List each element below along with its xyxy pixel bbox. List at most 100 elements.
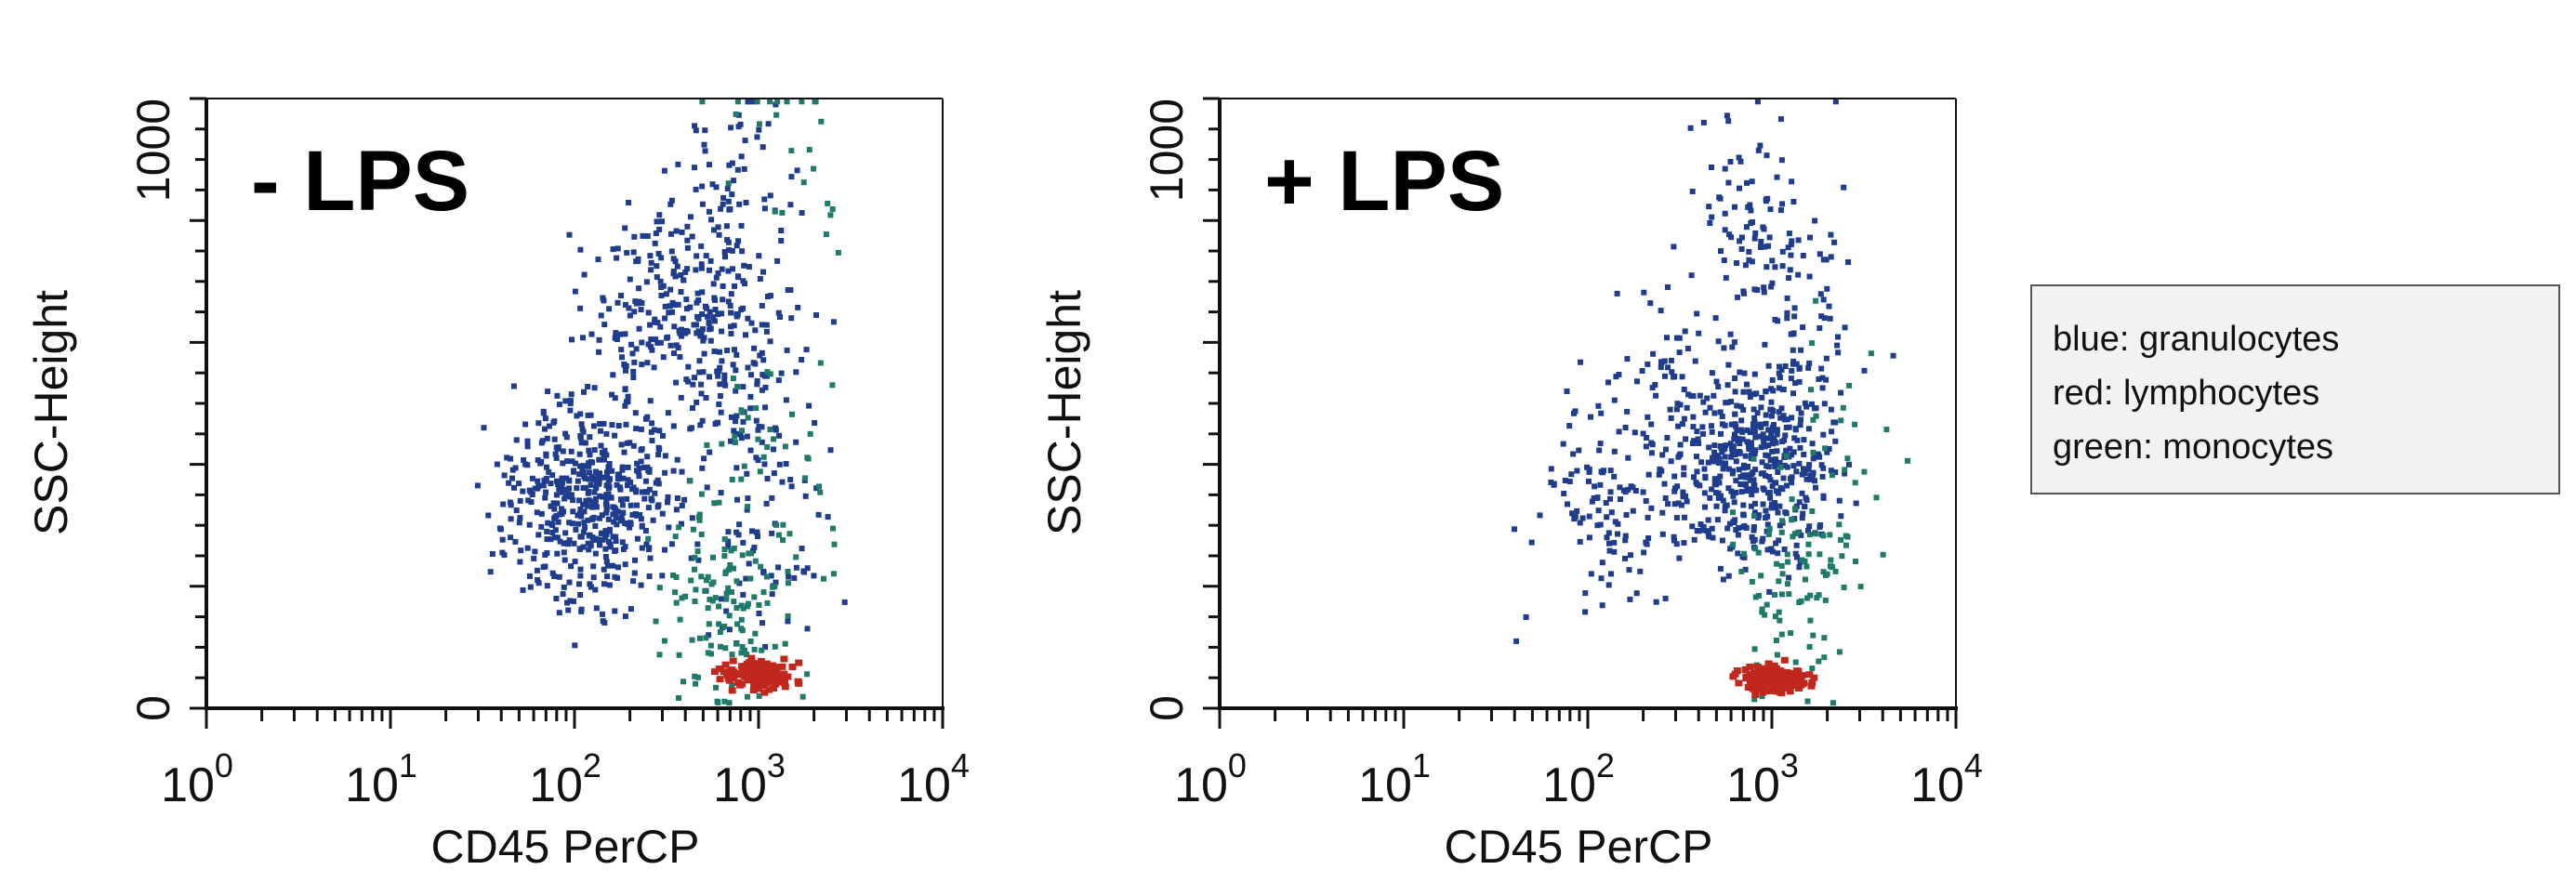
- point: [1759, 606, 1765, 613]
- point: [652, 490, 658, 496]
- point: [1816, 658, 1822, 665]
- point: [1605, 530, 1612, 536]
- point: [1734, 402, 1740, 409]
- point: [1586, 478, 1592, 484]
- point: [1548, 466, 1554, 472]
- point: [1770, 388, 1777, 394]
- point: [1725, 118, 1732, 125]
- point: [1574, 507, 1580, 514]
- point: [623, 421, 629, 428]
- point: [1622, 425, 1629, 430]
- point: [1664, 435, 1671, 441]
- point: [1702, 473, 1709, 480]
- point: [1737, 158, 1744, 165]
- point: [642, 415, 649, 422]
- series-granulocytes: [474, 99, 848, 650]
- point: [1720, 466, 1726, 472]
- point: [1883, 427, 1890, 433]
- point: [642, 528, 649, 534]
- point: [485, 512, 492, 519]
- point: [1730, 493, 1737, 499]
- point: [1641, 549, 1647, 556]
- point: [777, 314, 783, 320]
- point: [738, 626, 745, 632]
- point: [648, 267, 654, 273]
- point: [754, 134, 760, 140]
- point: [560, 460, 566, 467]
- point: [823, 231, 829, 238]
- point: [1725, 485, 1732, 492]
- point: [1724, 502, 1730, 508]
- point: [614, 245, 621, 252]
- point: [699, 289, 706, 296]
- point: [601, 566, 607, 573]
- x-tick-label: 101: [345, 746, 417, 812]
- point: [716, 676, 724, 683]
- point: [733, 111, 739, 117]
- point: [728, 687, 736, 694]
- point: [779, 209, 786, 216]
- point: [671, 301, 678, 308]
- point: [1765, 362, 1772, 369]
- point: [747, 447, 754, 454]
- point: [780, 521, 786, 528]
- point: [1727, 159, 1734, 165]
- point: [567, 397, 574, 403]
- series-lymphocytes: [711, 654, 803, 696]
- point: [621, 449, 627, 455]
- point: [748, 372, 754, 378]
- point: [1731, 436, 1737, 442]
- point: [1802, 558, 1808, 564]
- point: [698, 491, 705, 497]
- point: [1829, 428, 1835, 435]
- point: [1766, 672, 1775, 679]
- point: [630, 578, 637, 585]
- point: [1824, 571, 1830, 577]
- point: [1694, 454, 1699, 460]
- point: [630, 442, 637, 449]
- point: [615, 475, 622, 481]
- point: [1765, 442, 1771, 448]
- point: [677, 354, 683, 360]
- point: [799, 210, 805, 216]
- point: [543, 453, 549, 459]
- point: [1738, 489, 1745, 495]
- point: [1724, 400, 1731, 405]
- point: [727, 562, 733, 568]
- point: [747, 575, 754, 582]
- point: [544, 583, 550, 589]
- point: [560, 591, 566, 598]
- point: [1800, 253, 1806, 258]
- point: [546, 468, 552, 475]
- point: [1784, 315, 1790, 322]
- point: [592, 499, 599, 505]
- point: [712, 296, 718, 303]
- point: [785, 569, 791, 574]
- point: [647, 322, 654, 328]
- point: [494, 461, 500, 468]
- point: [646, 573, 653, 579]
- point: [535, 478, 541, 484]
- point: [648, 428, 654, 435]
- point: [566, 485, 573, 492]
- point: [1574, 468, 1580, 474]
- point: [699, 465, 706, 471]
- point: [1783, 447, 1790, 454]
- point: [759, 647, 765, 653]
- point: [795, 304, 801, 310]
- point: [1697, 392, 1703, 399]
- point: [786, 573, 792, 580]
- point: [600, 618, 606, 625]
- point: [1735, 294, 1741, 300]
- point: [1816, 251, 1823, 257]
- point: [680, 277, 687, 283]
- point: [662, 469, 668, 476]
- point: [1843, 542, 1849, 548]
- point: [757, 276, 763, 282]
- point: [1837, 649, 1843, 655]
- data-points: [1512, 99, 1910, 706]
- point: [553, 492, 560, 498]
- point: [1769, 257, 1776, 264]
- point: [1737, 481, 1744, 487]
- point: [544, 464, 549, 470]
